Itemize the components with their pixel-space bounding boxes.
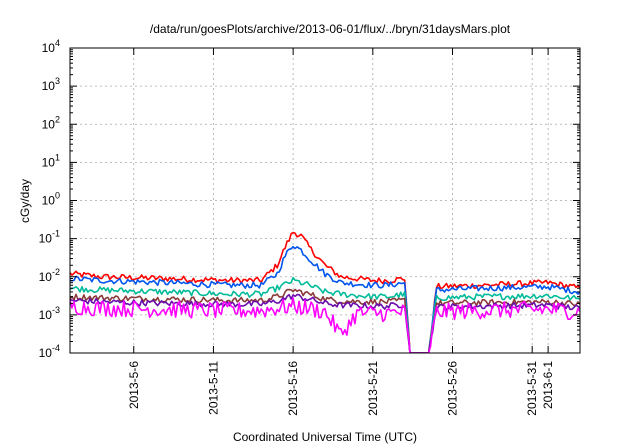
y-tick-label: 101 [42,152,60,169]
y-tick-label: 102 [42,114,60,131]
x-axis-label: Coordinated Universal Time (UTC) [233,430,417,444]
y-tick-exponent: 1 [55,152,60,162]
chart-title: /data/run/goesPlots/archive/2013-06-01/f… [150,22,511,36]
y-axis-label: cGy/day [18,179,32,223]
y-tick-base: 10 [39,232,53,246]
y-tick-exponent: -1 [52,229,60,239]
series-line-6 [70,297,580,353]
x-tick-label: 2013-5-31 [525,361,539,416]
y-tick-label: 10-3 [39,305,60,322]
y-tick-label: 10-1 [39,229,60,246]
y-tick-label: 10-2 [39,267,60,284]
series-line-5 [70,293,580,353]
y-tick-exponent: 3 [55,76,60,86]
x-tick-label: 2013-5-11 [206,361,220,415]
grid [70,48,580,353]
y-tick-label: 104 [42,38,60,55]
series-layer [70,231,580,353]
y-tick-exponent: -3 [52,305,60,315]
x-tick-label: 2013-6-1 [541,361,555,409]
y-tick-exponent: 0 [55,191,60,201]
x-tick-label: 2013-5-6 [127,361,141,409]
y-tick-exponent: -4 [52,343,60,353]
y-tick-base: 10 [39,270,53,284]
y-tick-base: 10 [42,79,56,93]
y-tick-base: 10 [42,155,56,169]
series-line-3 [70,276,580,353]
y-tick-exponent: -2 [52,267,60,277]
series-line-1 [70,231,580,353]
y-tick-label: 103 [42,76,60,93]
y-tick-base: 10 [42,41,56,55]
y-tick-base: 10 [42,117,56,131]
y-tick-label: 100 [42,191,60,208]
y-tick-base: 10 [42,194,56,208]
x-tick-label: 2013-5-26 [446,361,460,416]
x-tick-label: 2013-5-16 [286,361,300,416]
series-line-2 [70,245,580,353]
y-tick-exponent: 4 [55,38,60,48]
y-tick-label: 10-4 [39,343,60,360]
y-tick-base: 10 [39,308,53,322]
x-axis: 2013-5-6 2013-5-11 2013-5-16 2013-5-21 2013-… [127,48,555,416]
x-tick-label: 2013-5-21 [366,361,380,416]
y-tick-exponent: 2 [55,114,60,124]
y-tick-base: 10 [39,346,53,360]
